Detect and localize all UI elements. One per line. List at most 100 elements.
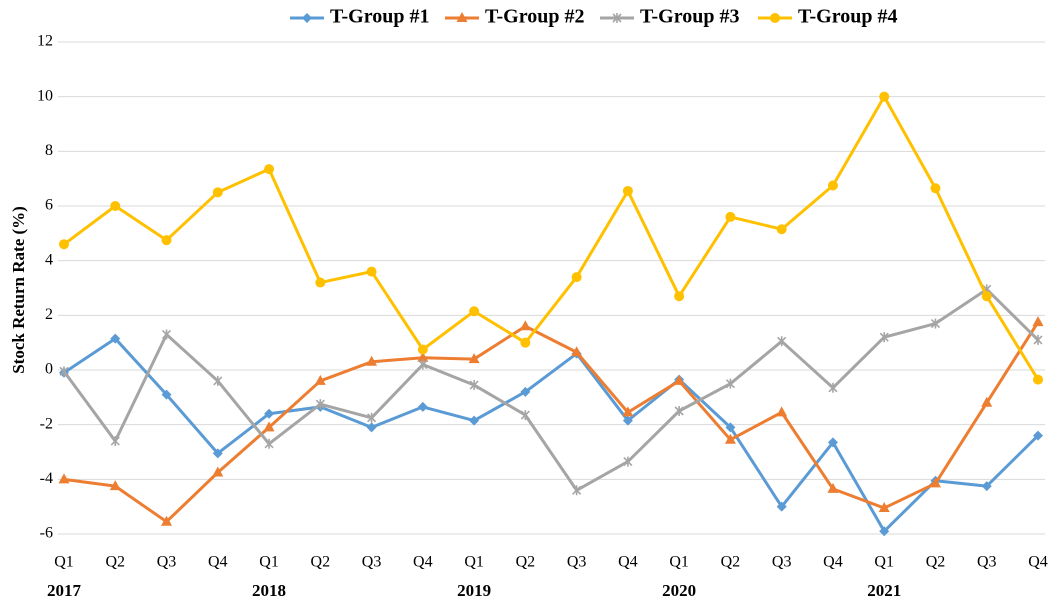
x-tick-label: Q1 <box>54 554 74 571</box>
y-axis-label: Stock Return Rate (%) <box>9 206 28 374</box>
series <box>59 284 1043 496</box>
marker <box>264 164 275 175</box>
marker <box>571 272 582 283</box>
marker <box>59 239 69 250</box>
marker <box>770 13 780 23</box>
series <box>58 316 1044 526</box>
marker <box>724 433 736 444</box>
x-tick-label: Q1 <box>259 554 279 571</box>
year-label: 2019 <box>457 581 491 600</box>
marker <box>212 187 223 198</box>
y-tick-label: -6 <box>40 525 53 542</box>
series <box>59 333 1043 537</box>
marker <box>776 406 788 417</box>
marker <box>161 515 173 526</box>
x-tick-label: Q2 <box>516 554 536 571</box>
y-tick-label: 12 <box>37 33 53 50</box>
year-label: 2021 <box>867 581 901 600</box>
marker <box>930 318 941 329</box>
year-label: 2017 <box>47 581 82 600</box>
marker <box>674 406 684 416</box>
marker <box>456 12 468 22</box>
marker <box>366 266 377 277</box>
x-tick-label: Q4 <box>413 554 433 571</box>
x-tick-label: Q1 <box>874 554 894 571</box>
marker <box>827 180 838 191</box>
marker <box>612 13 622 23</box>
legend-item: T-Group #3 <box>600 6 739 28</box>
x-tick-label: Q4 <box>1028 554 1048 571</box>
marker <box>417 351 429 362</box>
marker <box>417 344 428 355</box>
y-tick-label: 2 <box>45 306 53 323</box>
marker <box>929 477 941 488</box>
marker <box>827 437 838 448</box>
marker <box>366 355 378 366</box>
marker <box>674 291 685 302</box>
x-tick-label: Q4 <box>618 554 638 571</box>
x-tick-label: Q1 <box>464 554 484 571</box>
marker <box>777 336 787 347</box>
marker <box>1033 374 1043 385</box>
marker <box>212 448 223 459</box>
marker <box>1033 430 1043 441</box>
x-tick-label: Q4 <box>208 554 228 571</box>
marker <box>673 374 685 385</box>
legend-label: T-Group #3 <box>640 6 739 28</box>
marker <box>161 389 172 400</box>
x-tick-label: Q2 <box>105 554 125 571</box>
x-tick-label: Q1 <box>669 554 689 571</box>
marker <box>468 353 480 364</box>
marker <box>520 337 531 348</box>
year-label: 2020 <box>662 581 696 600</box>
x-tick-label: Q3 <box>567 554 587 571</box>
y-tick-label: -2 <box>40 415 53 432</box>
series-line <box>63 95 1040 381</box>
marker <box>725 211 736 222</box>
marker <box>520 410 530 421</box>
y-tick-label: 8 <box>45 142 53 159</box>
x-tick-label: Q3 <box>362 554 382 571</box>
marker <box>776 501 787 512</box>
marker <box>879 332 889 343</box>
marker <box>315 277 326 288</box>
marker <box>519 320 531 331</box>
marker <box>981 291 992 302</box>
legend-item: T-Group #1 <box>290 6 429 28</box>
marker <box>725 378 735 389</box>
marker <box>776 224 787 235</box>
marker <box>59 366 69 377</box>
marker <box>109 480 121 491</box>
marker <box>622 406 634 417</box>
marker <box>1033 334 1043 345</box>
y-tick-label: 4 <box>45 251 53 268</box>
marker <box>469 380 479 391</box>
marker <box>110 436 120 447</box>
series-line <box>63 337 1040 533</box>
marker <box>571 346 583 357</box>
x-tick-label: Q2 <box>926 554 946 571</box>
marker <box>264 438 274 449</box>
marker <box>110 333 121 344</box>
x-tick-label: Q3 <box>157 554 177 571</box>
marker <box>981 396 993 407</box>
marker <box>315 399 325 410</box>
marker <box>623 456 633 467</box>
marker <box>725 422 736 433</box>
marker <box>879 526 890 537</box>
marker <box>520 386 531 397</box>
marker <box>213 375 223 386</box>
marker <box>572 485 582 496</box>
marker <box>981 481 992 492</box>
legend-item: T-Group #4 <box>758 6 897 28</box>
legend-item: T-Group #2 <box>445 6 584 28</box>
series <box>59 91 1043 385</box>
marker <box>263 421 275 432</box>
marker <box>828 382 838 393</box>
year-label: 2018 <box>252 581 286 600</box>
marker <box>417 401 428 412</box>
marker <box>264 408 275 419</box>
series-line <box>63 321 1040 524</box>
marker <box>58 473 70 484</box>
